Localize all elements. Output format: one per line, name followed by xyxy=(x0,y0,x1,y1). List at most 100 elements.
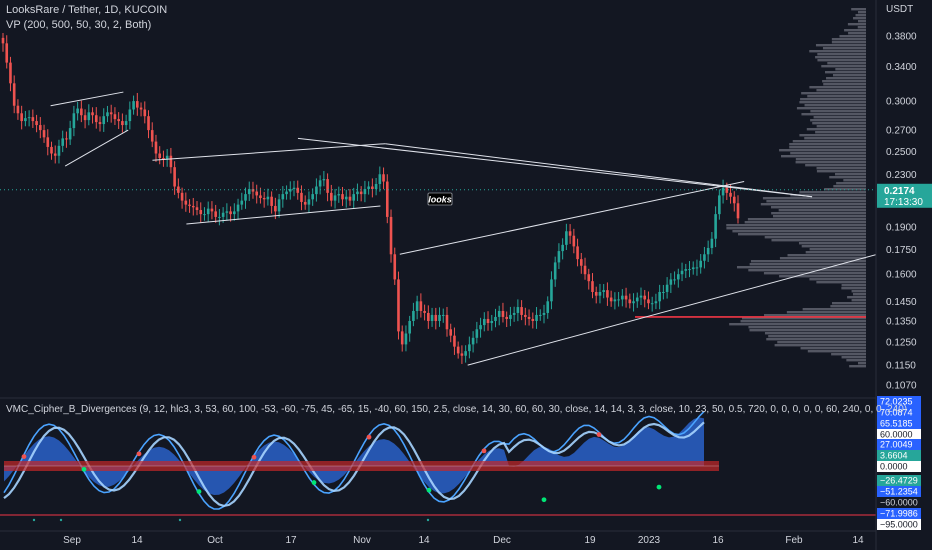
volume-profile-bar xyxy=(779,149,866,152)
volume-profile-bar xyxy=(830,305,866,308)
candle-body xyxy=(236,204,240,212)
osc-value-bg xyxy=(877,418,921,429)
volume-profile-bar xyxy=(832,74,866,77)
volume-profile-bar xyxy=(831,41,866,44)
x-tick-label: Oct xyxy=(207,535,223,546)
candle-body xyxy=(9,62,12,84)
candle xyxy=(412,302,415,327)
candle xyxy=(654,293,658,310)
looks-annotation[interactable]: looks xyxy=(427,192,453,206)
candle-body xyxy=(24,118,27,122)
volume-profile-bar xyxy=(768,335,866,338)
candle-body xyxy=(468,344,471,352)
volume-profile-bar xyxy=(821,65,866,68)
x-axis[interactable]: Sep 14 Oct 17 Nov 14 Dec 19 2023 16 Feb 14 xyxy=(0,530,876,546)
candle-body xyxy=(464,351,467,356)
volume-profile-bar xyxy=(841,287,866,290)
candle-body xyxy=(367,186,370,190)
candle xyxy=(303,195,307,210)
candle-body xyxy=(277,199,281,212)
volume-profile-bar xyxy=(726,227,866,230)
volume-profile-legend[interactable]: VP (200, 500, 50, 30, 2, Both) xyxy=(6,19,152,31)
indicator-legend[interactable]: VMC_Cipher_B_Divergences (9, 12, hlc3, 3… xyxy=(6,404,908,415)
candle-body xyxy=(404,333,408,345)
candle-body xyxy=(296,187,300,193)
volume-profile-bar xyxy=(815,56,866,59)
candle-body xyxy=(348,196,352,201)
candle xyxy=(326,173,329,202)
volume-profile-bar xyxy=(857,26,866,29)
candle-body xyxy=(98,122,102,125)
candle-body xyxy=(311,194,314,200)
candle xyxy=(12,75,16,114)
candle xyxy=(378,166,382,192)
candle-body xyxy=(20,113,23,122)
x-tick-label: 14 xyxy=(852,535,864,546)
candle-body xyxy=(285,191,288,195)
candle xyxy=(714,206,717,248)
candle xyxy=(154,134,158,162)
candle-body xyxy=(333,195,337,201)
osc-value-text: 0.0000 xyxy=(880,462,908,472)
oscillator-axis[interactable]: 72.023570.087465.518560.000027.00493.660… xyxy=(877,396,921,530)
candle xyxy=(456,341,460,359)
osc-value-tag: −26.4729 xyxy=(877,475,921,486)
volume-profile-bar xyxy=(748,326,866,329)
candle xyxy=(184,192,188,212)
candle xyxy=(650,296,654,312)
trendline xyxy=(186,205,381,225)
candle-body xyxy=(117,119,120,122)
price-tick-label: 0.2700 xyxy=(886,126,917,137)
osc-value-text: −26.4729 xyxy=(880,476,918,486)
candle-body xyxy=(188,204,191,206)
trendlines[interactable] xyxy=(50,91,924,366)
candle xyxy=(169,147,173,174)
volume-profile-bar xyxy=(841,356,866,359)
candle-body xyxy=(475,329,479,338)
symbol-title[interactable]: LooksRare / Tether, 1D, KUCOIN xyxy=(6,4,168,16)
candle-body xyxy=(479,325,482,330)
volume-profile-bar xyxy=(858,362,866,365)
candle xyxy=(471,331,475,353)
candle-body xyxy=(617,299,620,301)
candle xyxy=(262,191,266,208)
candle xyxy=(337,186,341,203)
candle-body xyxy=(643,295,647,300)
candle xyxy=(736,195,740,224)
candle-body xyxy=(5,43,9,63)
candle xyxy=(624,287,628,308)
x-tick-label: 19 xyxy=(584,535,596,546)
volume-profile-bar xyxy=(801,113,866,116)
candle xyxy=(240,192,244,210)
candle xyxy=(333,188,337,209)
volume-profile-bar xyxy=(847,296,866,299)
price-tick-label: 0.2300 xyxy=(886,170,917,181)
trendline xyxy=(64,129,129,167)
candle xyxy=(579,252,583,274)
candle-body xyxy=(65,138,68,140)
volume-profile-bar xyxy=(736,266,866,269)
osc-value-tag: 70.0874 xyxy=(877,407,921,418)
volume-profile-bar xyxy=(809,50,866,53)
candle-body xyxy=(80,108,83,116)
volume-profile-bar xyxy=(807,350,866,353)
candle-body xyxy=(647,299,650,304)
candle xyxy=(143,101,147,124)
candle-body xyxy=(494,316,497,321)
candle xyxy=(94,107,98,129)
candle-body xyxy=(31,117,35,122)
annotation-box xyxy=(427,192,453,206)
volume-profile-bar xyxy=(778,209,866,212)
candle xyxy=(322,170,326,187)
candle xyxy=(691,261,695,275)
candles xyxy=(1,32,740,364)
candle-body xyxy=(512,312,516,315)
candle-body xyxy=(76,108,79,114)
price-axis[interactable]: USDT 0.3800 0.3400 0.3000 0.2700 0.2500 0.2300… xyxy=(875,0,932,550)
candle-body xyxy=(449,329,453,336)
candle-body xyxy=(169,155,173,168)
candle xyxy=(87,104,91,126)
candle-body xyxy=(173,167,176,187)
candle-body xyxy=(53,153,57,156)
